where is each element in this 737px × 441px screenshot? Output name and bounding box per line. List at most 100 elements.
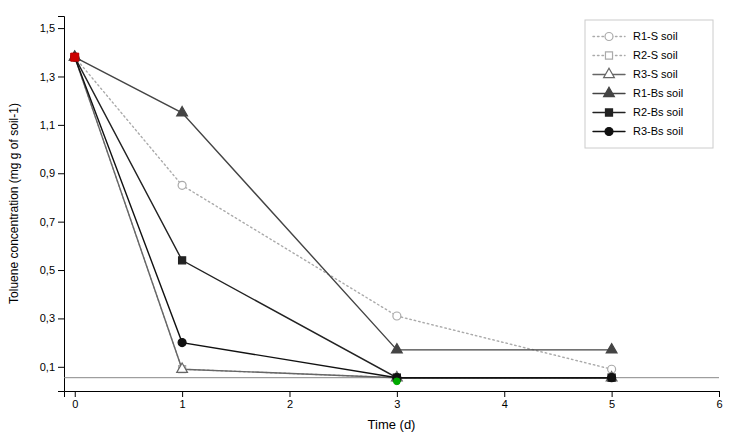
series-line bbox=[75, 57, 612, 378]
tick-label: 3 bbox=[394, 398, 400, 410]
legend-item: R3-S soil bbox=[593, 68, 678, 80]
series bbox=[71, 54, 615, 382]
series-point bbox=[179, 257, 186, 264]
legend-label: R1-S soil bbox=[633, 30, 678, 42]
tick-mark bbox=[58, 222, 64, 223]
tick-label: 1,5 bbox=[40, 22, 55, 34]
legend: R1-S soil R2-S soil R3-S soil R1-Bs soil R2-… bbox=[585, 20, 713, 148]
legend-label: R3-S soil bbox=[633, 68, 678, 80]
tick: 0,5 bbox=[40, 264, 64, 276]
tick-label: 0,9 bbox=[40, 167, 55, 179]
legend-swatch-marker bbox=[604, 87, 615, 96]
series-point bbox=[606, 371, 617, 380]
series-point bbox=[177, 107, 188, 116]
series-point bbox=[71, 54, 78, 61]
series-point bbox=[606, 344, 617, 353]
series-point bbox=[69, 51, 80, 60]
tick: 6 bbox=[716, 391, 722, 410]
x-axis: 0 1 2 3 4 5 6 bbox=[65, 391, 723, 410]
legend-item: R3-Bs soil bbox=[593, 125, 683, 137]
tick-label: 2 bbox=[287, 398, 293, 410]
tick-label: 1 bbox=[180, 398, 186, 410]
axis-line bbox=[65, 392, 720, 398]
tick-label: 5 bbox=[609, 398, 615, 410]
legend-item: R1-Bs soil bbox=[593, 87, 683, 99]
legend-swatch-marker bbox=[605, 33, 613, 41]
series-line bbox=[75, 57, 612, 350]
legend-swatch-marker bbox=[605, 109, 612, 116]
tick-mark bbox=[58, 76, 64, 77]
tick-label: 0,1 bbox=[40, 361, 55, 373]
x-axis-title: Time (d) bbox=[368, 417, 416, 432]
legend-item: R2-S soil bbox=[593, 49, 678, 61]
series-point bbox=[391, 344, 402, 353]
series-point bbox=[393, 312, 401, 320]
series-line bbox=[75, 57, 612, 378]
legend-label: R2-S soil bbox=[633, 49, 678, 61]
legend-swatch-marker bbox=[604, 68, 615, 77]
tick-label: 0,5 bbox=[40, 264, 55, 276]
series bbox=[71, 53, 616, 373]
highlight-point bbox=[71, 53, 79, 61]
series-line bbox=[75, 57, 612, 378]
y-axis-title: Toluene concentration (mg g of soil-1) bbox=[7, 103, 21, 304]
tick-mark bbox=[58, 318, 64, 319]
series-point bbox=[71, 53, 79, 61]
tick: 0,9 bbox=[40, 167, 64, 179]
tick: 1,5 bbox=[40, 22, 64, 34]
series-point bbox=[178, 181, 186, 189]
tick-label: 0,3 bbox=[40, 312, 55, 324]
tick-mark bbox=[612, 391, 613, 397]
tick: 0,1 bbox=[40, 361, 64, 373]
series-point bbox=[178, 339, 186, 347]
legend-label: R3-Bs soil bbox=[633, 125, 683, 137]
series-point bbox=[69, 51, 80, 60]
legend-item: R1-S soil bbox=[593, 30, 678, 42]
tick-mark bbox=[58, 173, 64, 174]
tick-mark bbox=[75, 391, 76, 397]
tick-label: 0 bbox=[72, 398, 78, 410]
tick-mark bbox=[719, 391, 720, 397]
series-point bbox=[608, 374, 615, 381]
tick: 1 bbox=[180, 391, 186, 410]
legend-label: R2-Bs soil bbox=[633, 106, 683, 118]
tick-label: 6 bbox=[716, 398, 722, 410]
tick: 2 bbox=[287, 391, 293, 410]
tick-mark bbox=[289, 391, 290, 397]
highlight-point bbox=[393, 378, 400, 385]
chart: 0 1 2 3 4 5 6 0,1 0,3 0,5 0,7 0,9 1,1 1,3 1,5 Time (d) T… bbox=[0, 0, 737, 441]
tick-label: 1,3 bbox=[40, 71, 55, 83]
tick-label: 1,1 bbox=[40, 119, 55, 131]
tick-mark bbox=[58, 367, 64, 368]
tick: 5 bbox=[609, 391, 615, 410]
tick-mark bbox=[58, 28, 64, 29]
series-point bbox=[608, 374, 615, 381]
series bbox=[71, 53, 616, 382]
legend-swatch-marker bbox=[605, 128, 613, 136]
tick-mark bbox=[58, 270, 64, 271]
tick-mark bbox=[397, 391, 398, 397]
tick-label: 4 bbox=[502, 398, 508, 410]
series-point bbox=[177, 363, 188, 372]
tick: 4 bbox=[502, 391, 508, 410]
legend-label: R1-Bs soil bbox=[633, 87, 683, 99]
legend-item: R2-Bs soil bbox=[593, 106, 683, 118]
series-point bbox=[608, 374, 616, 382]
tick: 0,7 bbox=[40, 216, 64, 228]
series bbox=[71, 54, 615, 382]
tick-label: 0,7 bbox=[40, 216, 55, 228]
tick: 1,1 bbox=[40, 119, 64, 131]
series-line bbox=[75, 57, 612, 378]
tick: 0,3 bbox=[40, 312, 64, 324]
series-point bbox=[71, 54, 78, 61]
series-line bbox=[75, 57, 612, 369]
legend-swatch-marker bbox=[605, 52, 612, 59]
tick: 1,3 bbox=[40, 71, 64, 83]
tick-mark bbox=[58, 125, 64, 126]
tick: 3 bbox=[394, 391, 400, 410]
axis-line bbox=[58, 17, 65, 392]
legend-box bbox=[585, 20, 713, 148]
y-axis: 0,1 0,3 0,5 0,7 0,9 1,1 1,3 1,5 bbox=[40, 17, 65, 392]
tick: 0 bbox=[72, 391, 78, 410]
tick-mark bbox=[504, 391, 505, 397]
